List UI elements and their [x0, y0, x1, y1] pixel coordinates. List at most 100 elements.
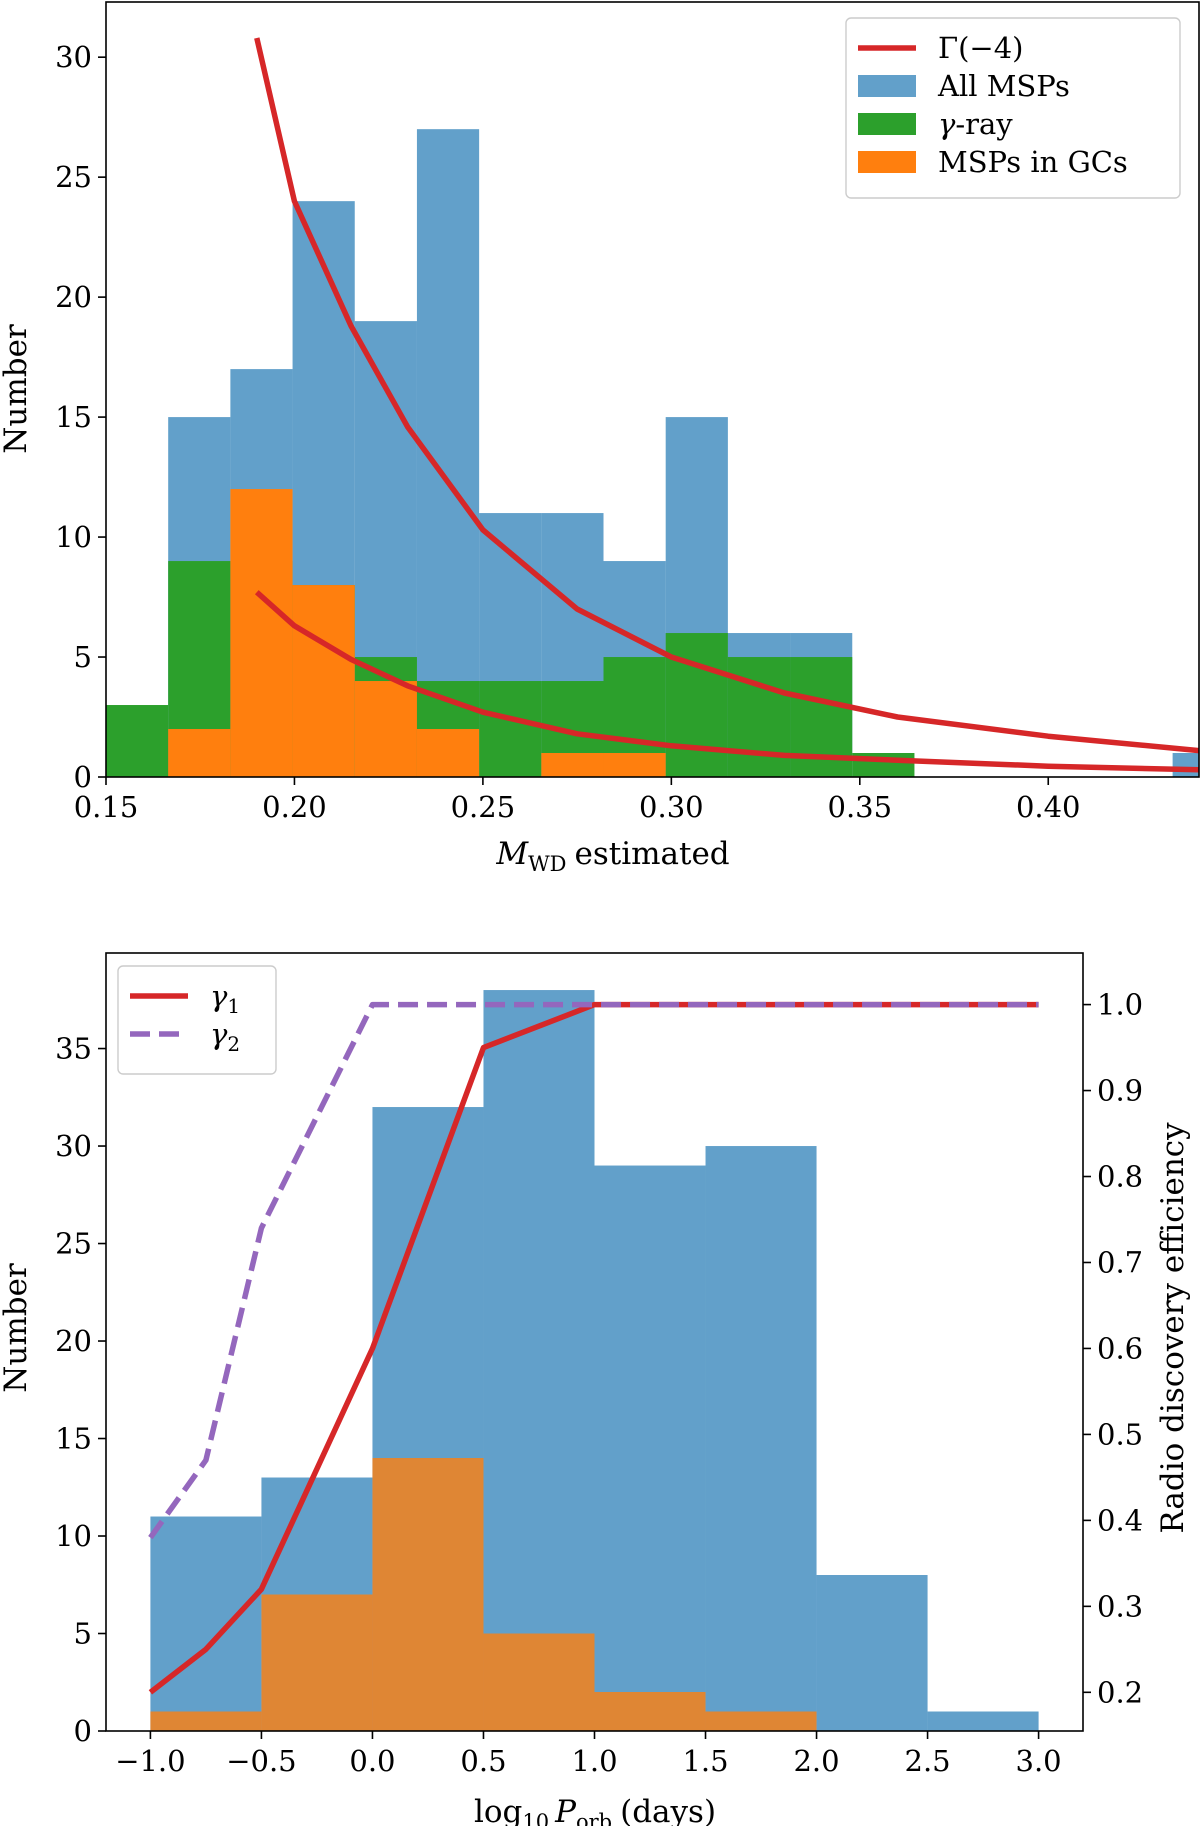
- y-tick-label: 25: [55, 1227, 92, 1261]
- legend-label: γ1: [210, 979, 240, 1018]
- bar-series2-bin4: [483, 1633, 595, 1731]
- y-axis-label: Number: [0, 324, 34, 454]
- x-axis-label: MWD estimated: [495, 836, 729, 876]
- legend-label: γ2: [210, 1017, 240, 1056]
- legend: Γ(−4) All MSPs γ-ray MSPs in GCs: [845, 17, 1181, 199]
- curve-2: [148, 1001, 1039, 1540]
- x-tick-label: 0.0: [349, 1744, 395, 1778]
- x-axis-label-subscript: orb: [576, 1810, 612, 1826]
- legend-label: Γ(−4): [938, 31, 1024, 65]
- bar-series2-bin2: [261, 1594, 373, 1731]
- bar-series3-bin2: [230, 489, 293, 777]
- legend-label: All MSPs: [937, 69, 1070, 103]
- y-tick-label: 15: [55, 400, 92, 434]
- legend-frame: [117, 965, 277, 1075]
- x-tick-label: 3.0: [1016, 1744, 1062, 1778]
- bar-series2-bin5: [594, 1692, 706, 1731]
- x-tick-label: 0.15: [74, 790, 139, 824]
- y-tick-label-right: 0.3: [1097, 1589, 1143, 1623]
- plot-frame: [105, 1, 1200, 778]
- legend-label: γ-ray: [938, 107, 1013, 141]
- bar-series3-bin5: [416, 729, 480, 777]
- histogram-bars: [106, 129, 1199, 777]
- y-tick-label: 0: [74, 1714, 92, 1748]
- y-tick-label: 20: [55, 280, 92, 314]
- bar-series1-bin7: [816, 1575, 928, 1731]
- y-tick-label-right: 1.0: [1097, 988, 1143, 1022]
- axes: 0.15 0.20 0.25 0.30 0.35 0.40 0 5 10 15 20 25 30: [55, 1, 1200, 824]
- y-tick-label-right: 0.6: [1097, 1331, 1143, 1365]
- chart-porb-histogram: −1.0 −0.5 0.0 0.5 1.0 1.5 2.0 2.5 3.0 0 5 10 15 20 25 3…: [0, 952, 1191, 1826]
- x-tick-label: −0.5: [226, 1744, 296, 1778]
- x-axis-label-prefix-subscript: 10: [522, 1810, 549, 1826]
- x-axis-label-symbol: P: [554, 1794, 577, 1826]
- bar-series1-bin4: [483, 990, 595, 1731]
- bar-series3-bin3: [292, 585, 355, 777]
- y-tick-label: 10: [55, 1519, 92, 1553]
- x-tick-label: 0.30: [639, 790, 704, 824]
- x-tick-label: 0.5: [460, 1744, 506, 1778]
- y-tick-label-right: 0.7: [1097, 1245, 1143, 1279]
- y-tick-label: 10: [55, 520, 92, 554]
- fit-curves: [254, 37, 1200, 773]
- bar-series1-bin1: [150, 1516, 262, 1731]
- y-tick-label: 5: [74, 1617, 92, 1651]
- y-tick-label: 35: [55, 1032, 92, 1066]
- bar-series3-bin4: [354, 681, 417, 777]
- bar-series2-bin1: [150, 1711, 262, 1731]
- y-tick-label: 20: [55, 1324, 92, 1358]
- x-tick-label: 1.5: [682, 1744, 728, 1778]
- bar-series3-bin1: [168, 729, 231, 777]
- bar-series2-bin6: [705, 1711, 817, 1731]
- legend-swatch: [858, 151, 916, 173]
- efficiency-curves: [148, 1001, 1039, 1695]
- legend-swatch: [858, 75, 916, 97]
- y-tick-label-right: 0.9: [1097, 1074, 1143, 1108]
- bar-series2-bin3: [372, 1458, 484, 1731]
- x-tick-label: 0.35: [828, 790, 893, 824]
- bar-series2-bin11: [727, 657, 791, 777]
- y-tick-label: 25: [55, 160, 92, 194]
- curve-1: [254, 37, 1200, 754]
- legend-label: MSPs in GCs: [938, 145, 1128, 179]
- x-tick-label: 1.0: [571, 1744, 617, 1778]
- histogram-bars: [150, 990, 1039, 1731]
- bar-series1-bin8: [927, 1711, 1039, 1731]
- y-tick-label: 30: [55, 40, 92, 74]
- y-tick-label-right: 0.5: [1097, 1417, 1143, 1451]
- y-tick-label-right: 0.4: [1097, 1503, 1143, 1537]
- y-axis-label-right: Radio discovery efficiency: [1155, 1122, 1191, 1534]
- bar-series1-bin5: [594, 1165, 706, 1731]
- y-tick-label: 30: [55, 1129, 92, 1163]
- y-tick-label: 5: [74, 640, 92, 674]
- x-tick-label: −1.0: [115, 1744, 185, 1778]
- x-axis-label-prefix: log: [474, 1794, 522, 1826]
- x-tick-label: 2.5: [905, 1744, 951, 1778]
- bar-series3-bin7: [603, 753, 666, 777]
- x-axis-label-text: estimated: [575, 836, 730, 872]
- legend-frame: [845, 17, 1181, 199]
- y-tick-label-right: 0.2: [1097, 1675, 1143, 1709]
- x-tick-label: 0.40: [1016, 790, 1081, 824]
- bar-series1-bin13: [1172, 753, 1199, 777]
- x-tick-label: 2.0: [793, 1744, 839, 1778]
- x-axis-label-symbol: M: [495, 836, 529, 872]
- bar-series2-bin10: [665, 633, 728, 777]
- curve-1: [148, 1001, 1039, 1695]
- y-axis-label: Number: [0, 1263, 34, 1393]
- x-axis-label-subscript: WD: [528, 852, 566, 876]
- bar-series2-bin1: [106, 705, 169, 777]
- y-tick-label-right: 0.8: [1097, 1160, 1143, 1194]
- bar-series2-bin7: [479, 681, 542, 777]
- x-tick-label: 0.20: [262, 790, 327, 824]
- y-tick-label: 0: [74, 760, 92, 794]
- curve-2: [254, 590, 1200, 773]
- axes: −1.0 −0.5 0.0 0.5 1.0 1.5 2.0 2.5 3.0 0 5 10 15 20 25 3…: [55, 952, 1143, 1778]
- bar-series1-bin6: [705, 1146, 817, 1731]
- x-axis-label: log10 Porb (days): [474, 1794, 716, 1826]
- legend-swatch: [858, 113, 916, 135]
- x-axis-label-text: (days): [620, 1794, 716, 1826]
- y-tick-label: 15: [55, 1422, 92, 1456]
